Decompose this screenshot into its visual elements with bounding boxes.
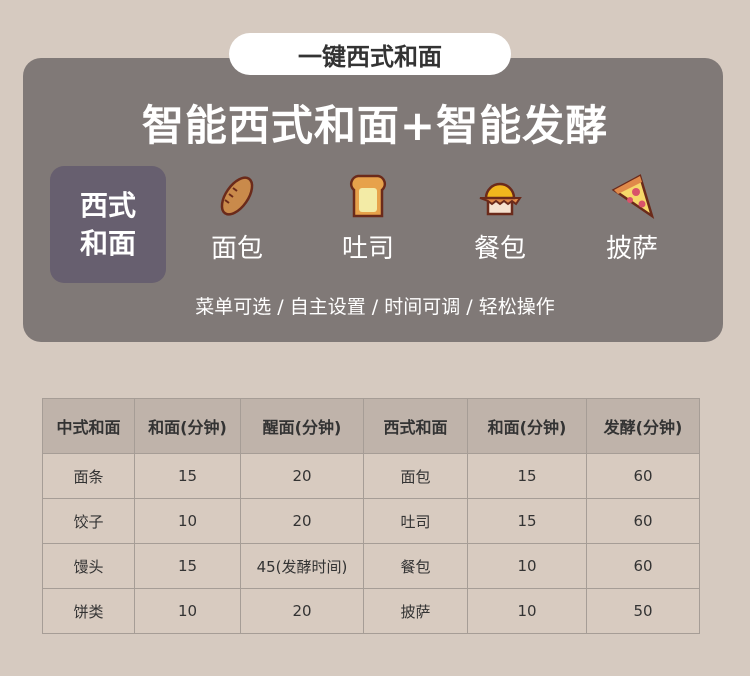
table-cell: 20	[240, 588, 364, 634]
table-cell: 60	[586, 498, 700, 544]
item-label: 吐司	[341, 234, 394, 264]
table-cell: 10	[467, 588, 587, 634]
header-cell: 醒面(分钟)	[240, 398, 364, 454]
table-cell: 10	[134, 588, 241, 634]
badge-line2: 和面	[79, 226, 136, 260]
table-cell: 15	[134, 453, 241, 499]
item-label: 披萨	[605, 234, 658, 264]
table-cell: 饼类	[42, 588, 135, 634]
badge-line1: 西式	[79, 188, 136, 222]
menu-item-bun: 餐包	[455, 172, 545, 265]
item-label: 面包	[210, 234, 263, 264]
table-cell: 10	[134, 498, 241, 544]
table-cell: 45(发酵时间)	[240, 543, 364, 589]
dough-time-table: 中式和面 和面(分钟) 醒面(分钟) 西式和面 和面(分钟) 发酵(分钟) 面条…	[42, 398, 700, 634]
table-cell: 20	[240, 453, 364, 499]
table-row: 馒头 15 45(发酵时间) 餐包 10 60	[42, 543, 700, 589]
header-cell: 发酵(分钟)	[586, 398, 700, 454]
table-cell: 50	[586, 588, 700, 634]
table-cell: 馒头	[42, 543, 135, 589]
table-cell: 10	[467, 543, 587, 589]
menu-item-pizza: 披萨	[587, 172, 677, 265]
feature-subtitle: 菜单可选 / 自主设置 / 时间可调 / 轻松操作	[195, 296, 555, 318]
table-cell: 60	[586, 543, 700, 589]
menu-item-toast: 吐司	[323, 172, 413, 265]
table-row: 饺子 10 20 吐司 15 60	[42, 498, 700, 544]
table-cell: 60	[586, 453, 700, 499]
table-cell: 饺子	[42, 498, 135, 544]
table-cell: 面包	[363, 453, 468, 499]
toast-icon	[349, 174, 387, 218]
pizza-icon	[611, 174, 655, 220]
table-cell: 面条	[42, 453, 135, 499]
header-cell: 和面(分钟)	[134, 398, 241, 454]
menu-item-bread: 面包	[192, 172, 282, 265]
table-cell: 15	[467, 498, 587, 544]
title-pill: 一键西式和面	[229, 33, 511, 75]
table-header-row: 中式和面 和面(分钟) 醒面(分钟) 西式和面 和面(分钟) 发酵(分钟)	[42, 398, 700, 454]
bread-icon	[220, 176, 254, 216]
bun-icon	[479, 182, 522, 216]
header-cell: 西式和面	[363, 398, 468, 454]
table-cell: 15	[467, 453, 587, 499]
item-label: 餐包	[473, 234, 526, 264]
table-row: 饼类 10 20 披萨 10 50	[42, 588, 700, 634]
table-cell: 15	[134, 543, 241, 589]
header-cell: 中式和面	[42, 398, 135, 454]
table-cell: 披萨	[363, 588, 468, 634]
table-row: 面条 15 20 面包 15 60	[42, 453, 700, 499]
page-title: 智能西式和面+智能发酵	[141, 101, 609, 150]
western-dough-badge: 西式 和面	[50, 166, 166, 283]
table-cell: 20	[240, 498, 364, 544]
table-cell: 餐包	[363, 543, 468, 589]
header-cell: 和面(分钟)	[467, 398, 587, 454]
table-cell: 吐司	[363, 498, 468, 544]
